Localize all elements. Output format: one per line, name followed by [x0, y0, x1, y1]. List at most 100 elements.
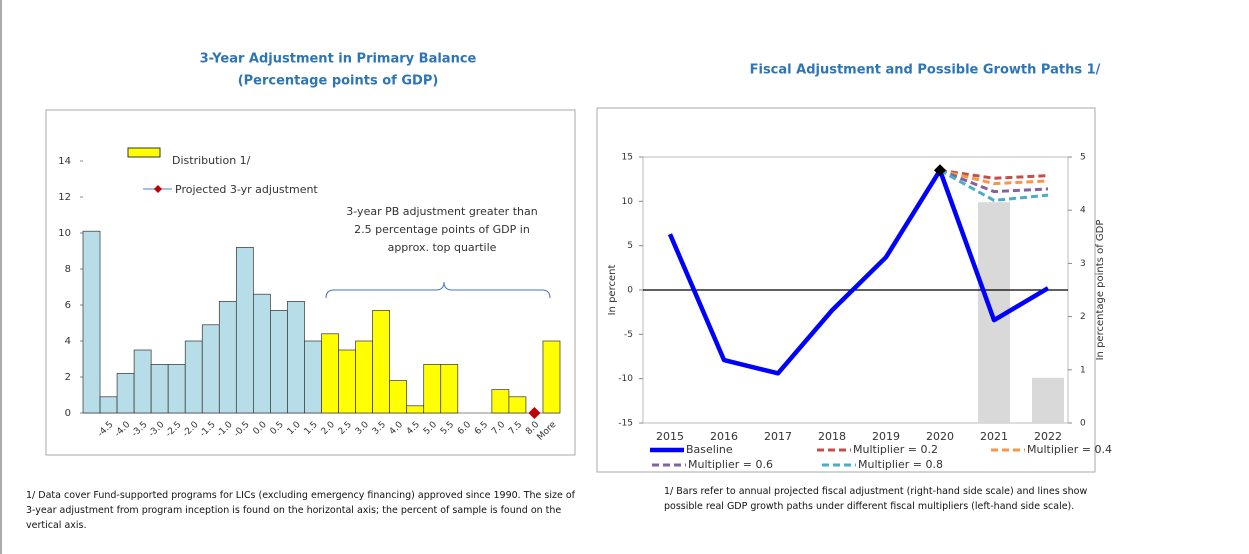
x-tick-label: 2021: [980, 430, 1008, 443]
bar: [218, 301, 237, 414]
bar: [235, 247, 254, 414]
y2-tick-label: 5: [1080, 153, 1086, 163]
x-tick-label: -1.5: [198, 420, 217, 439]
y2-tick-label: 0: [1080, 419, 1086, 429]
legend-label: Multiplier = 0.2: [853, 443, 938, 456]
y-tick-label: 8: [65, 264, 71, 275]
bar: [201, 324, 220, 414]
x-tick-label: 6.0: [456, 420, 473, 437]
x-tick-label: -4.5: [96, 420, 115, 439]
x-tick-label: 5.5: [439, 420, 456, 437]
y2-tick-label: 4: [1080, 206, 1086, 216]
y2-axis-label: In percentage points of GDP: [1095, 220, 1106, 361]
bar: [287, 301, 305, 414]
x-tick-label: 7.5: [507, 420, 524, 437]
x-tick-label: 2022: [1034, 430, 1062, 443]
x-tick-label: 1.5: [303, 420, 320, 437]
line: [667, 168, 1050, 376]
bar: [99, 396, 118, 414]
x-tick-label: 4.0: [388, 420, 405, 437]
x-tick-label: -4.0: [113, 420, 133, 440]
marker: [934, 164, 946, 177]
bar: [542, 340, 561, 414]
bar: [440, 364, 459, 414]
brace: [325, 281, 551, 299]
x-tick-label: 0.0: [252, 420, 269, 437]
bar: [133, 349, 152, 414]
bar: [304, 340, 322, 414]
marker: [528, 407, 541, 419]
bar: [253, 293, 271, 414]
legend-label: Multiplier = 0.6: [688, 458, 773, 471]
chart-subtitle: (Percentage points of GDP): [238, 74, 439, 89]
x-tick-label: 2015: [656, 430, 684, 443]
x-tick-label: 6.5: [473, 420, 490, 437]
x-tick-label: 2019: [872, 430, 900, 443]
legend-label: Baseline: [686, 443, 733, 456]
y2-tick-label: 1: [1080, 365, 1086, 375]
y-tick-label: 5: [627, 241, 633, 251]
legend-label: Projected 3-yr adjustment: [175, 183, 318, 196]
bar: [508, 396, 527, 414]
bar: [167, 364, 186, 414]
legend-swatch: [127, 147, 161, 158]
y-tick-label: 6: [65, 300, 71, 311]
y-tick-label: -5: [624, 330, 633, 340]
x-tick-label: More: [536, 419, 559, 442]
line: [939, 168, 1049, 186]
y-tick-label: 0: [65, 408, 71, 419]
y-tick-label: 10: [622, 197, 634, 207]
x-tick-label: 0.5: [269, 420, 286, 437]
x-tick-label: 2020: [926, 430, 954, 443]
y-tick-label: 0: [627, 286, 633, 296]
line: [939, 168, 1049, 180]
x-tick-label: 2017: [764, 430, 792, 443]
y-tick-label: 4: [65, 336, 71, 347]
x-tick-label: -3.0: [147, 420, 167, 440]
annotation: 2.5 percentage points of GDP in: [354, 223, 530, 236]
footnote: 1/ Data cover Fund-supported programs fo…: [26, 490, 576, 531]
bar: [423, 364, 442, 414]
bar: [150, 364, 169, 414]
y-tick-label: 12: [58, 192, 71, 203]
bar: [372, 310, 390, 414]
x-tick-label: -1.0: [215, 420, 235, 440]
y2-tick-label: 3: [1080, 259, 1086, 269]
bar: [270, 310, 288, 414]
bar: [321, 333, 339, 414]
legend-label: Multiplier = 0.8: [858, 458, 943, 471]
y-tick-label: 15: [622, 153, 633, 163]
bar: [1032, 377, 1064, 423]
y-axis-label: In percent: [607, 265, 618, 316]
x-tick-label: 5.0: [422, 420, 439, 437]
chart-title: Fiscal Adjustment and Possible Growth Pa…: [750, 63, 1101, 78]
chart-title: 3-Year Adjustment in Primary Balance: [200, 52, 477, 67]
y-tick-label: -15: [618, 419, 633, 429]
x-tick-label: -3.5: [130, 420, 149, 439]
y-tick-label: -10: [618, 374, 633, 384]
bar: [389, 380, 408, 414]
x-tick-label: 3.5: [371, 420, 388, 437]
annotation: 3-year PB adjustment greater than: [346, 205, 537, 218]
x-tick-label: -0.5: [232, 420, 251, 439]
x-tick-label: 2.5: [337, 420, 354, 437]
bar: [355, 340, 373, 414]
x-tick-label: 2.0: [320, 420, 337, 437]
x-tick-label: -2.5: [164, 420, 183, 439]
x-tick-label: 7.0: [490, 420, 507, 437]
chart-frame: [596, 107, 1096, 473]
bar: [184, 340, 203, 414]
y-tick-label: 2: [65, 372, 71, 383]
x-tick-label: 2016: [710, 430, 738, 443]
x-tick-label: 3.0: [354, 420, 371, 437]
x-tick-label: 4.5: [405, 420, 422, 437]
y-tick-label: 14: [58, 156, 71, 167]
y2-tick-label: 2: [1080, 312, 1086, 322]
footnote: 1/ Bars refer to annual projected fiscal…: [664, 486, 1088, 512]
line: [939, 168, 1049, 202]
x-tick-label: 2018: [818, 430, 846, 443]
bar: [491, 389, 510, 414]
annotation: approx. top quartile: [388, 241, 497, 254]
